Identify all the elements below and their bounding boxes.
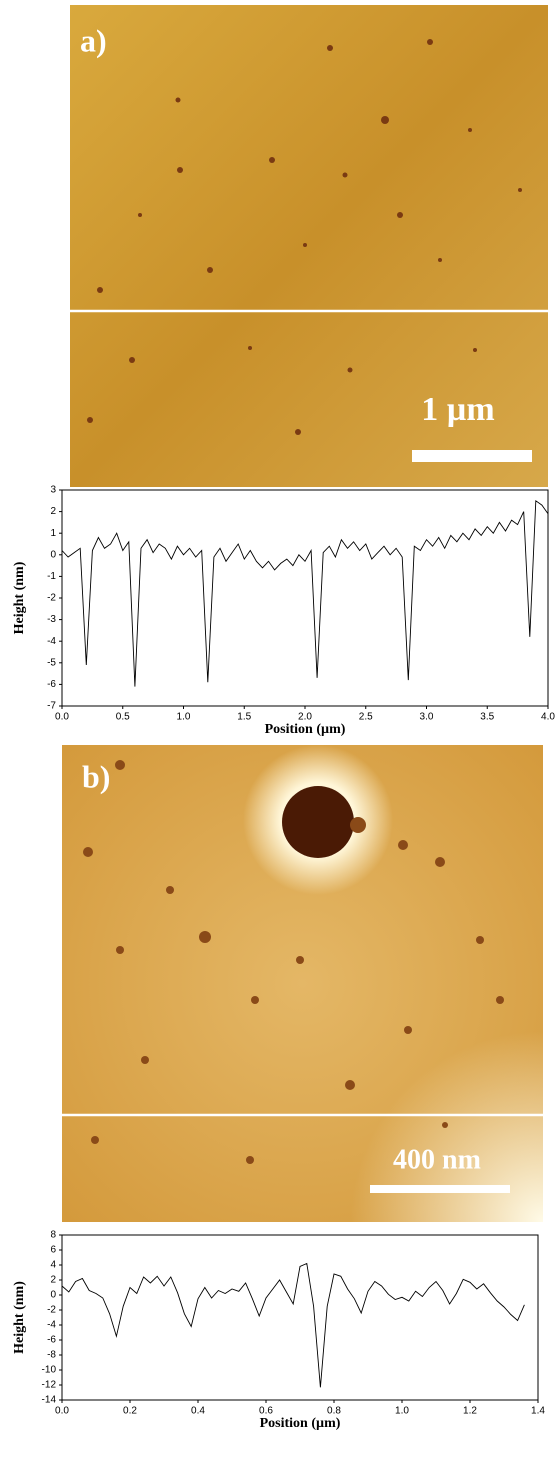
x-tick-label: 0.5 (116, 712, 130, 723)
scale-bar-label: 400 nm (393, 1144, 481, 1175)
x-tick-label: 0.6 (259, 1406, 273, 1417)
y-tick-label: -1 (47, 571, 56, 582)
y-tick-label: 1 (50, 528, 56, 539)
x-tick-label: 3.5 (480, 712, 494, 723)
x-tick-label: 1.5 (237, 712, 251, 723)
x-tick-label: 0.4 (191, 1406, 205, 1417)
x-axis-label: Position (µm) (260, 1416, 341, 1431)
x-tick-label: 3.0 (420, 712, 434, 723)
x-tick-label: 0.2 (123, 1406, 137, 1417)
y-tick-label: 3 (50, 485, 56, 496)
x-tick-label: 0.8 (327, 1406, 341, 1417)
x-tick-label: 0.0 (55, 712, 69, 723)
y-tick-label: -2 (47, 1305, 56, 1316)
afm-image-a: a) 1 µm (70, 5, 548, 487)
y-tick-label: 0 (50, 1290, 56, 1301)
x-axis-label: Position (µm) (265, 722, 346, 737)
y-tick-label: 8 (50, 1230, 56, 1241)
y-tick-label: -5 (47, 657, 56, 668)
panel-label: a) (80, 22, 107, 58)
x-tick-label: 0.0 (55, 1406, 69, 1417)
y-tick-label: -4 (47, 1320, 56, 1331)
y-tick-label: -3 (47, 614, 56, 625)
y-axis-label: Height (nm) (12, 1281, 27, 1354)
y-tick-label: -12 (42, 1380, 57, 1391)
x-tick-label: 1.2 (463, 1406, 477, 1417)
plot-frame (61, 489, 549, 707)
scale-bar-label: 1 µm (421, 391, 494, 428)
x-tick-label: 1.4 (531, 1406, 545, 1417)
y-tick-label: -6 (47, 1335, 56, 1346)
x-tick-label: 2.0 (298, 712, 312, 723)
y-tick-label: -10 (42, 1365, 57, 1376)
plot-frame (61, 1234, 539, 1401)
y-tick-label: -2 (47, 593, 56, 604)
y-tick-label: -7 (47, 701, 56, 712)
panel-label: b) (82, 758, 110, 794)
y-tick-label: 2 (50, 1275, 56, 1286)
profile-line (61, 1262, 525, 1388)
y-tick-label: 4 (50, 1260, 56, 1271)
y-tick-label: -14 (42, 1395, 57, 1406)
y-tick-label: 6 (50, 1245, 56, 1256)
y-tick-label: 0 (50, 549, 56, 560)
y-tick-label: 2 (50, 506, 56, 517)
profile-line (61, 499, 549, 687)
x-tick-label: 1.0 (395, 1406, 409, 1417)
afm-image-b: b) 400 nm (62, 745, 543, 1222)
y-axis-label: Height (nm) (12, 561, 27, 634)
y-tick-label: -4 (47, 636, 56, 647)
y-tick-label: -8 (47, 1350, 56, 1361)
x-tick-label: 2.5 (359, 712, 373, 723)
y-tick-label: -6 (47, 679, 56, 690)
x-tick-label: 1.0 (177, 712, 191, 723)
x-tick-label: 4.0 (541, 712, 555, 723)
